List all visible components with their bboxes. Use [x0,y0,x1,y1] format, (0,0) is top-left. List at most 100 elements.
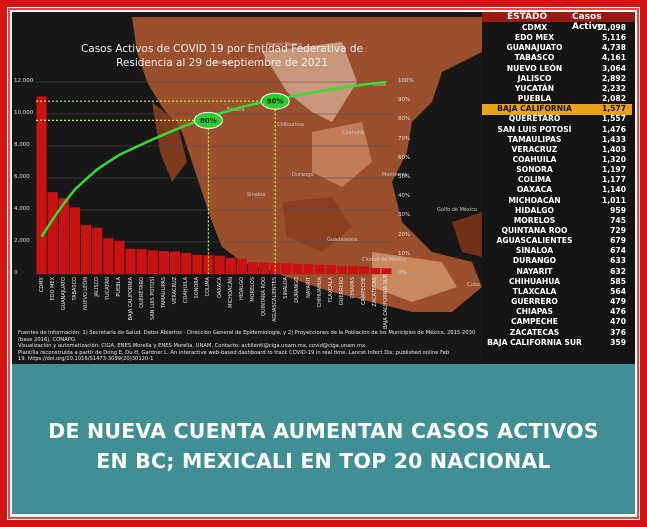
y-tick-label: 0 [14,270,18,276]
x-tick-label: SONORA [194,277,201,299]
table-row: CHIHUAHUA 585 [482,277,632,288]
y-tick-label: 12,000 [14,78,34,84]
bar [47,192,58,274]
bar [125,248,136,274]
pareto-chart: 80% 90% [36,80,392,275]
bar [69,207,80,274]
map-region-baja [152,102,187,182]
bar [381,268,392,274]
table-cell-state: YUCATÁN [514,83,555,93]
x-tick-label: COLIMA [205,277,212,297]
x-tick-label: CAMPECHE [361,277,368,305]
x-tick-label: DURANGO [294,277,301,303]
table-cell-cases: 11,098 [596,23,626,32]
bar [281,263,292,274]
table-cell-cases: 959 [610,205,626,215]
table-cell-state: CHIAPAS [516,307,553,317]
x-tick-label: NAYARIT [305,277,312,298]
marker-label: 80% [200,117,217,125]
y2-tick-label: 20% [398,231,411,238]
bar [103,238,114,274]
table-row: PUEBLA 2,082 [482,94,632,105]
table-cell-cases: 1,320 [601,154,626,164]
table-cell-state: MICHOACÁN [508,195,561,205]
table-row: BAJA CALIFORNIA SUR 359 [482,338,632,349]
x-tick-label: VERACRUZ [172,277,179,305]
x-tick-label: CHIAPAS [350,277,357,299]
table-cell-state: CDMX [521,23,548,32]
table-row: BAJA CALIFORNIA 1,577 [482,104,632,115]
x-tick-label: SAN LUIS POTOSÍ [149,277,156,321]
x-tick-label: QUINTANA ROO [261,277,268,316]
bar [259,262,270,274]
bar [58,198,69,274]
y-tick-label: 6,000 [14,174,30,180]
table-cell-cases: 4,738 [601,43,626,53]
table-row: NUEVO LEÓN 3,064 [482,64,632,75]
headline-line1: DE NUEVA CUENTA AUMENTAN CASOS ACTIVOS [48,419,599,443]
table-row: YUCATÁN 2,232 [482,84,632,95]
dashboard-screenshot: Arizona Nuevo México Texas Chihuahua Son… [12,12,635,364]
y2-tick-label: 10% [398,250,411,257]
table-row: OAXACA 1,140 [482,185,632,196]
table-cell-cases: 1,197 [601,165,626,175]
map-label: Guadalajara [327,237,358,243]
table-cell-cases: 1,557 [601,114,626,124]
cumulative-line [40,80,387,238]
x-tick-label: EDO MEX [49,277,56,301]
table-header-cases: Casos Activo [572,12,604,32]
table-row: QUERÉTARO 1,557 [482,114,632,125]
footnote-line: 19. https://doi.org/10.1016/S1473-3099(2… [18,356,154,363]
table-cell-state: ZACATECAS [509,327,560,337]
table-cell-state: QUINTANA ROO [501,226,568,235]
y2-tick-label: 70% [398,135,411,142]
marker-label: 90% [267,98,284,106]
table-cell-cases: 5,116 [601,33,626,43]
bar [270,263,281,274]
x-tick-label: TAMAULIPAS [160,277,167,309]
table-cell-cases: 674 [610,246,626,256]
x-tick-label: GUERRERO [338,277,345,306]
table-cell-cases: 1,140 [601,185,626,195]
headline-line2: EN BC; MEXICALI EN TOP 20 NACIONAL [96,449,551,473]
bar [303,263,314,274]
table-cell-state: TLAXCALA [512,286,557,296]
table-cell-cases: 470 [610,317,626,327]
table-cell-cases: 4,161 [601,53,626,63]
map-label: Sinaloa [247,192,266,198]
table-cell-cases: 2,082 [601,94,626,104]
y-tick-label: 10,000 [14,110,34,116]
y-tick-label: 8,000 [14,142,30,148]
footnote-line: Fuentes de Información: 1) Secretaría de… [18,330,476,343]
table-row: DURANGO 633 [482,256,632,267]
map-region-center-north [312,122,372,187]
source-footnote: Fuentes de Información: 1) Secretaría de… [18,330,488,363]
y2-tick-label: 30% [398,212,411,219]
table-cell-cases: 3,064 [601,63,626,73]
bar [192,254,203,274]
y2-tick-label: 90% [398,97,411,104]
table-row: TAMAULIPAS 1,433 [482,135,632,146]
table-row: CHIAPAS 476 [482,307,632,318]
table-cell-state: NUEVO LEÓN [506,63,563,73]
table-cell-cases: 633 [610,256,626,266]
x-tick-label: BAJA CALIFORNIA SUR [383,273,390,329]
map-label: Cuba [467,282,480,288]
table-row: JALISCO 2,892 [482,74,632,85]
table-cell-cases: 476 [610,307,626,317]
table-row: AGUASCALIENTES 679 [482,236,632,247]
x-tick-label: QUERÉTARO [138,277,145,308]
table-cell-state: QUERÉTARO [508,114,561,124]
bar [359,266,370,274]
table-cell-state: BAJA CALIFORNIA [497,104,572,114]
headline-banner: DE NUEVA CUENTA AUMENTAN CASOS ACTIVOS E… [12,364,635,514]
bar [348,266,359,274]
table-cell-cases: 1,577 [601,104,626,114]
table-cell-cases: 564 [610,286,626,296]
y-tick-label: 4,000 [14,206,30,212]
table-cell-state: CHIHUAHUA [508,276,561,286]
bar [181,252,192,274]
table-cell-cases: 729 [610,226,626,235]
bar [36,96,47,274]
table-cell-cases: 1,403 [601,144,626,154]
